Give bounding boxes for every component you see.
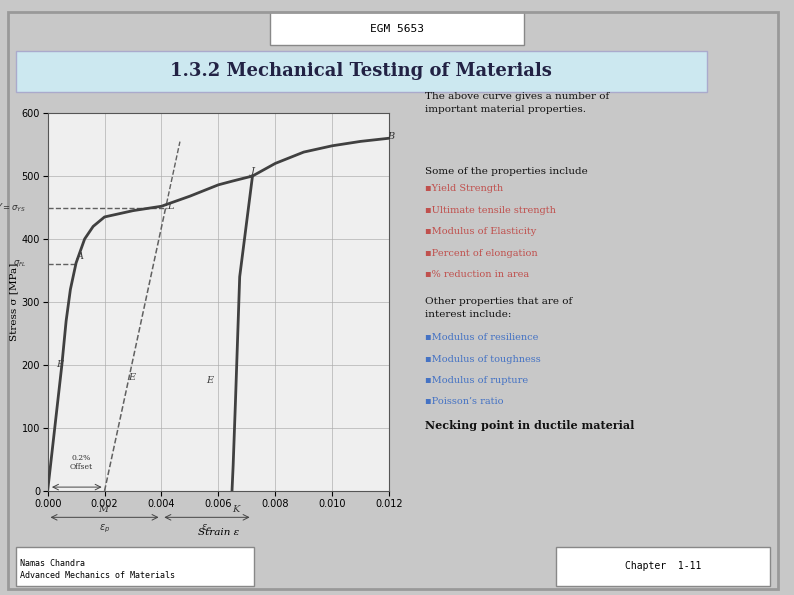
- Text: Other properties that are of
interest include:: Other properties that are of interest in…: [425, 298, 572, 319]
- Text: Namas Chandra
Advanced Mechanics of Materials: Namas Chandra Advanced Mechanics of Mate…: [20, 559, 175, 580]
- Text: ▪Modulus of toughness: ▪Modulus of toughness: [425, 355, 541, 364]
- Bar: [16, 51, 707, 92]
- Text: The above curve gives a number of
important material properties.: The above curve gives a number of import…: [425, 92, 609, 114]
- Text: $\varepsilon_e$: $\varepsilon_e$: [202, 522, 213, 534]
- Text: 0.2%
Offset: 0.2% Offset: [70, 454, 93, 471]
- X-axis label: Strain ε: Strain ε: [198, 528, 239, 537]
- Text: $\sigma_{FL}$: $\sigma_{FL}$: [13, 259, 26, 270]
- Text: ▪Percent of elongation: ▪Percent of elongation: [425, 249, 538, 258]
- Bar: [556, 547, 770, 586]
- Text: EGM 5653: EGM 5653: [370, 24, 424, 33]
- Text: ▪Ultimate tensile strength: ▪Ultimate tensile strength: [425, 206, 556, 215]
- Bar: [16, 547, 254, 586]
- Text: L: L: [167, 202, 174, 211]
- Text: A: A: [77, 252, 83, 261]
- Text: B: B: [387, 132, 395, 141]
- Bar: [270, 12, 524, 45]
- Text: ▪Modulus of Elasticity: ▪Modulus of Elasticity: [425, 227, 536, 236]
- Text: M: M: [98, 505, 108, 513]
- Text: Some of the properties include: Some of the properties include: [425, 167, 588, 176]
- Text: J: J: [251, 167, 255, 176]
- Text: $\varepsilon_p$: $\varepsilon_p$: [99, 522, 110, 535]
- Y-axis label: Stress σ [MPa]: Stress σ [MPa]: [10, 263, 19, 341]
- Text: Chapter  1-11: Chapter 1-11: [625, 562, 701, 571]
- Text: 1.3.2 Mechanical Testing of Materials: 1.3.2 Mechanical Testing of Materials: [171, 62, 552, 80]
- Text: ▪Poisson’s ratio: ▪Poisson’s ratio: [425, 397, 503, 406]
- Text: ▪% reduction in area: ▪% reduction in area: [425, 270, 529, 279]
- Text: E: E: [206, 376, 214, 385]
- Text: ▪Modulus of resilience: ▪Modulus of resilience: [425, 333, 538, 342]
- Text: ▪Modulus of rupture: ▪Modulus of rupture: [425, 376, 528, 385]
- Text: Necking point in ductile material: Necking point in ductile material: [425, 420, 634, 431]
- Text: K: K: [232, 505, 239, 513]
- Text: $Y = \sigma_{YS}$: $Y = \sigma_{YS}$: [0, 201, 26, 214]
- Text: E: E: [56, 361, 64, 369]
- Text: ▪Yield Strength: ▪Yield Strength: [425, 184, 503, 193]
- Text: E: E: [128, 373, 135, 382]
